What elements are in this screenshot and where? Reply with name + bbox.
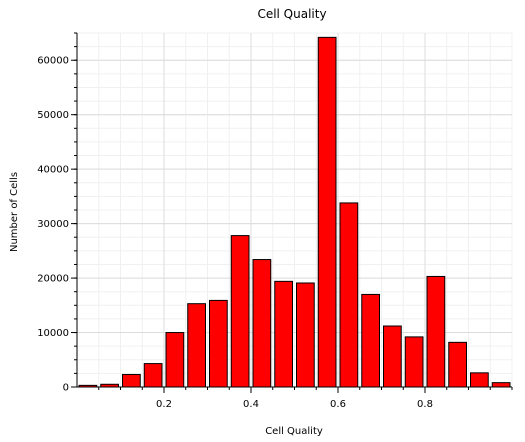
histogram-bar	[122, 373, 141, 388]
histogram-bar	[187, 303, 206, 388]
x-axis-label: Cell Quality	[265, 426, 323, 437]
histogram-bar	[296, 282, 315, 388]
histogram-bar	[426, 275, 446, 388]
histogram-bar	[230, 235, 250, 388]
histogram-bar	[274, 280, 293, 388]
y-tick-label: 30000	[37, 219, 69, 230]
histogram-bar	[448, 341, 467, 388]
y-tick-label: 60000	[37, 56, 69, 67]
histogram-bar	[209, 299, 228, 388]
x-tick-label: 0.2	[156, 399, 172, 410]
x-tick-label: 0.6	[330, 399, 346, 410]
chart-title: Cell Quality	[257, 7, 326, 21]
x-tick-label: 0.8	[417, 399, 433, 410]
histogram-bar	[339, 202, 359, 388]
histogram-bar	[383, 325, 402, 388]
y-tick-label: 50000	[37, 110, 69, 121]
histogram-bar	[165, 332, 185, 388]
grid-lines	[76, 32, 513, 388]
histogram-bar	[404, 336, 424, 388]
histogram-bar	[491, 382, 511, 388]
y-tick-label: 10000	[37, 328, 69, 339]
y-axis-label: Number of Cells	[9, 172, 20, 252]
histogram-bar	[317, 36, 337, 388]
histogram-bar	[143, 363, 163, 388]
y-tick-label: 0	[63, 383, 69, 394]
histogram-bar	[252, 259, 272, 388]
axes-group	[71, 32, 513, 393]
tick-labels-group: 0 10000 20000 30000 40000 50000 60000 0.2 0.4 0.6…	[37, 56, 433, 410]
histogram-bar	[470, 372, 489, 388]
bars-group	[78, 36, 511, 388]
y-tick-label: 20000	[37, 274, 69, 285]
histogram-bar	[361, 293, 380, 388]
y-tick-label: 40000	[37, 165, 69, 176]
x-tick-label: 0.4	[243, 399, 259, 410]
